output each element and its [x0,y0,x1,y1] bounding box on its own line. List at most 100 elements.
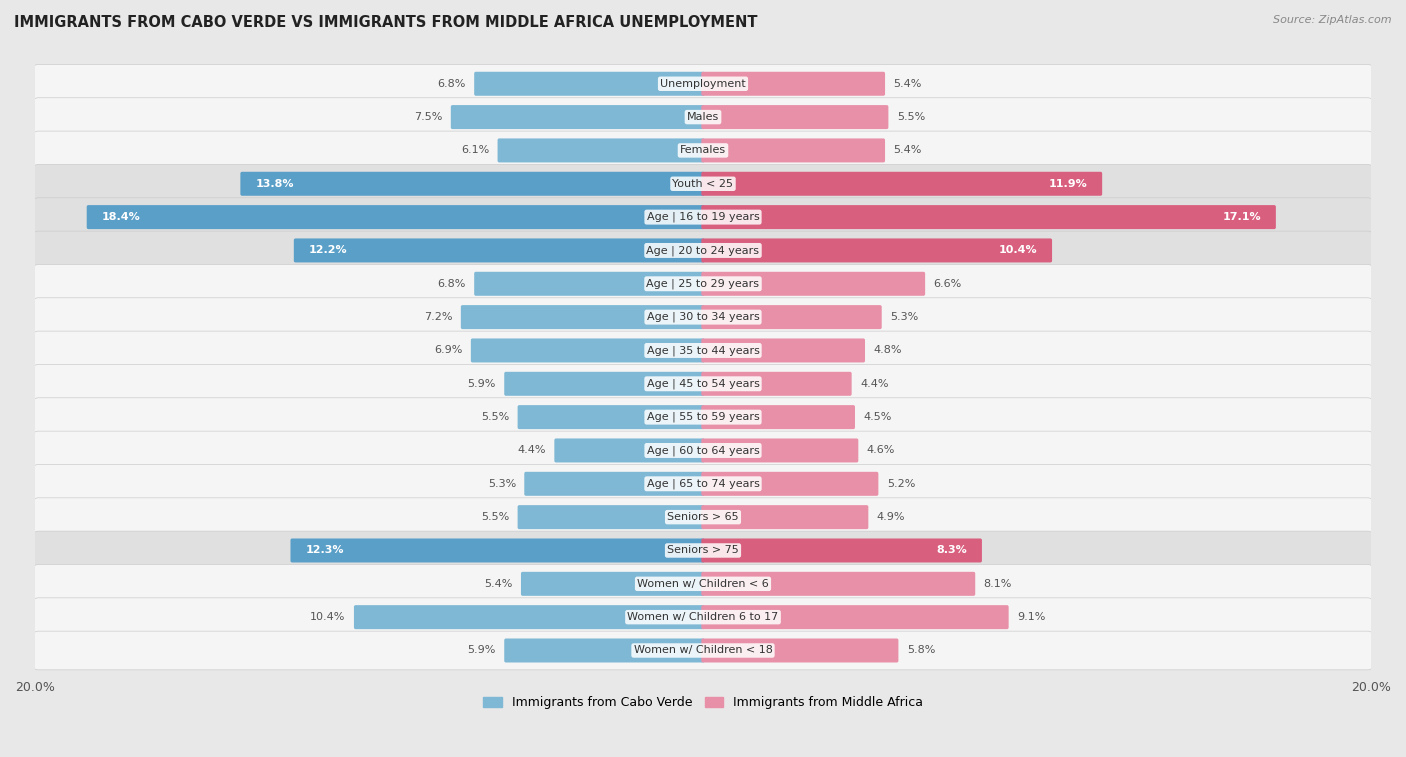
FancyBboxPatch shape [702,72,884,95]
FancyBboxPatch shape [34,264,1372,303]
Text: Unemployment: Unemployment [661,79,745,89]
FancyBboxPatch shape [354,605,704,629]
Text: Females: Females [681,145,725,155]
Text: Age | 30 to 34 years: Age | 30 to 34 years [647,312,759,322]
FancyBboxPatch shape [524,472,704,496]
FancyBboxPatch shape [461,305,704,329]
FancyBboxPatch shape [34,131,1372,170]
Text: 5.5%: 5.5% [481,412,509,422]
FancyBboxPatch shape [34,598,1372,637]
Text: Age | 35 to 44 years: Age | 35 to 44 years [647,345,759,356]
FancyBboxPatch shape [34,465,1372,503]
FancyBboxPatch shape [34,298,1372,336]
Text: 5.5%: 5.5% [481,512,509,522]
Text: 7.5%: 7.5% [415,112,443,122]
Text: 11.9%: 11.9% [1049,179,1087,188]
Text: 6.8%: 6.8% [437,79,465,89]
Text: 10.4%: 10.4% [998,245,1038,255]
FancyBboxPatch shape [34,431,1372,470]
FancyBboxPatch shape [498,139,704,163]
FancyBboxPatch shape [34,98,1372,136]
FancyBboxPatch shape [240,172,704,196]
Text: Age | 60 to 64 years: Age | 60 to 64 years [647,445,759,456]
Text: 7.2%: 7.2% [425,312,453,322]
Text: Women w/ Children < 18: Women w/ Children < 18 [634,646,772,656]
Text: IMMIGRANTS FROM CABO VERDE VS IMMIGRANTS FROM MIDDLE AFRICA UNEMPLOYMENT: IMMIGRANTS FROM CABO VERDE VS IMMIGRANTS… [14,15,758,30]
FancyBboxPatch shape [34,364,1372,403]
Text: Age | 45 to 54 years: Age | 45 to 54 years [647,378,759,389]
Text: 5.8%: 5.8% [907,646,935,656]
FancyBboxPatch shape [702,572,976,596]
FancyBboxPatch shape [702,605,1008,629]
Text: 4.5%: 4.5% [863,412,891,422]
FancyBboxPatch shape [34,397,1372,437]
FancyBboxPatch shape [34,164,1372,203]
FancyBboxPatch shape [702,139,884,163]
Text: 6.9%: 6.9% [434,345,463,356]
Text: 8.1%: 8.1% [984,579,1012,589]
FancyBboxPatch shape [702,438,858,463]
FancyBboxPatch shape [505,372,704,396]
Text: Age | 20 to 24 years: Age | 20 to 24 years [647,245,759,256]
FancyBboxPatch shape [702,405,855,429]
Text: Age | 65 to 74 years: Age | 65 to 74 years [647,478,759,489]
FancyBboxPatch shape [34,331,1372,369]
FancyBboxPatch shape [522,572,704,596]
FancyBboxPatch shape [34,631,1372,670]
FancyBboxPatch shape [702,472,879,496]
FancyBboxPatch shape [702,338,865,363]
FancyBboxPatch shape [517,505,704,529]
FancyBboxPatch shape [34,565,1372,603]
FancyBboxPatch shape [702,305,882,329]
Text: 12.3%: 12.3% [305,546,344,556]
Text: 6.8%: 6.8% [437,279,465,288]
FancyBboxPatch shape [34,198,1372,236]
FancyBboxPatch shape [517,405,704,429]
FancyBboxPatch shape [702,372,852,396]
Legend: Immigrants from Cabo Verde, Immigrants from Middle Africa: Immigrants from Cabo Verde, Immigrants f… [478,691,928,714]
Text: 5.4%: 5.4% [893,79,922,89]
Text: Seniors > 75: Seniors > 75 [666,546,740,556]
Text: 5.4%: 5.4% [484,579,513,589]
Text: 10.4%: 10.4% [311,612,346,622]
FancyBboxPatch shape [702,105,889,129]
Text: 4.4%: 4.4% [860,378,889,389]
FancyBboxPatch shape [34,231,1372,269]
FancyBboxPatch shape [34,531,1372,570]
FancyBboxPatch shape [505,638,704,662]
Text: 5.4%: 5.4% [893,145,922,155]
Text: 12.2%: 12.2% [309,245,347,255]
FancyBboxPatch shape [702,505,869,529]
FancyBboxPatch shape [702,172,1102,196]
FancyBboxPatch shape [702,238,1052,263]
Text: Source: ZipAtlas.com: Source: ZipAtlas.com [1274,15,1392,25]
Text: 13.8%: 13.8% [256,179,294,188]
Text: 4.4%: 4.4% [517,445,546,456]
FancyBboxPatch shape [294,238,704,263]
Text: 8.3%: 8.3% [936,546,967,556]
FancyBboxPatch shape [702,205,1275,229]
FancyBboxPatch shape [474,272,704,296]
Text: Youth < 25: Youth < 25 [672,179,734,188]
FancyBboxPatch shape [702,272,925,296]
Text: Age | 55 to 59 years: Age | 55 to 59 years [647,412,759,422]
Text: Males: Males [688,112,718,122]
Text: 4.9%: 4.9% [877,512,905,522]
FancyBboxPatch shape [34,64,1372,103]
FancyBboxPatch shape [471,338,704,363]
FancyBboxPatch shape [702,638,898,662]
Text: 6.6%: 6.6% [934,279,962,288]
Text: Women w/ Children < 6: Women w/ Children < 6 [637,579,769,589]
Text: 5.3%: 5.3% [488,479,516,489]
Text: 4.6%: 4.6% [866,445,896,456]
Text: 9.1%: 9.1% [1017,612,1046,622]
Text: 18.4%: 18.4% [101,212,141,222]
Text: Age | 16 to 19 years: Age | 16 to 19 years [647,212,759,223]
Text: Seniors > 65: Seniors > 65 [668,512,738,522]
Text: 5.5%: 5.5% [897,112,925,122]
Text: 5.9%: 5.9% [468,378,496,389]
Text: Age | 25 to 29 years: Age | 25 to 29 years [647,279,759,289]
Text: 17.1%: 17.1% [1222,212,1261,222]
Text: Women w/ Children 6 to 17: Women w/ Children 6 to 17 [627,612,779,622]
FancyBboxPatch shape [451,105,704,129]
